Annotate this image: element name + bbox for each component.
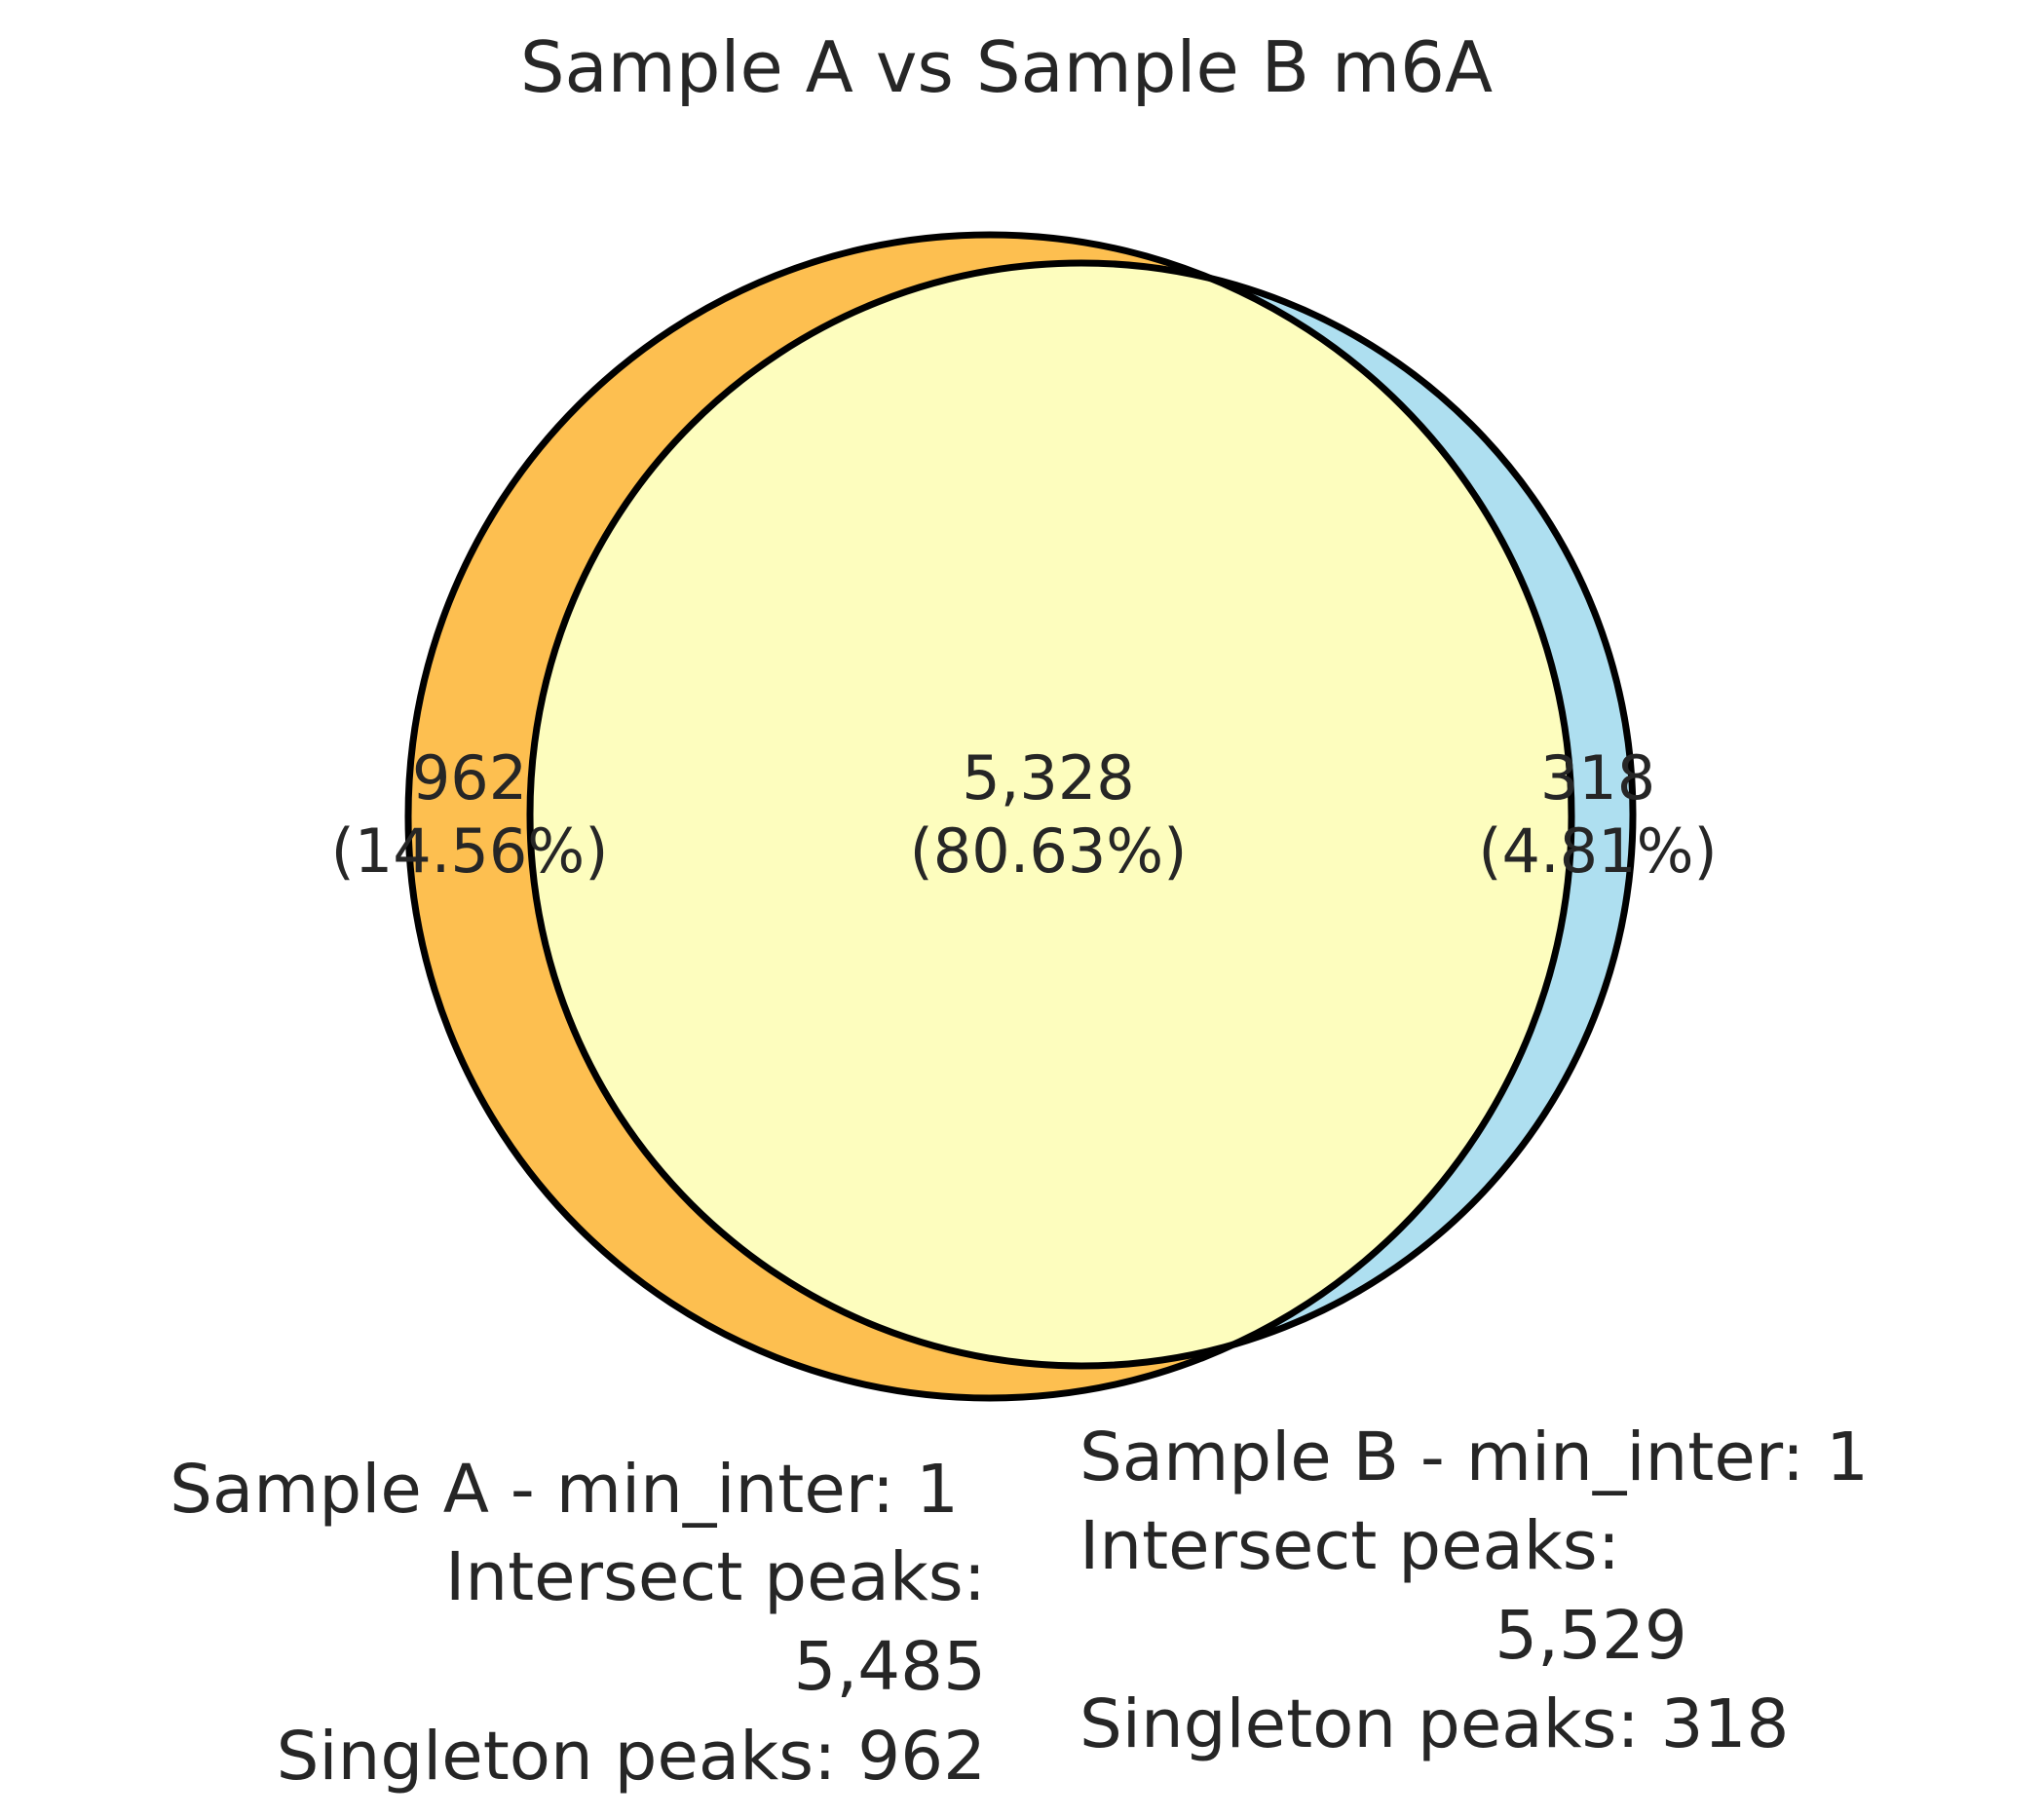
set-annotation: 5,485: [793, 1628, 986, 1706]
set-a-outline: [404, 231, 1575, 1402]
region-count: 318: [1540, 742, 1655, 814]
intersection-region: [530, 263, 1571, 1366]
region-percent: (4.81%): [1478, 815, 1717, 887]
region-percent: (14.56%): [331, 815, 609, 887]
set-annotation: Sample A - min_inter: 1: [170, 1451, 959, 1529]
region-count: 5,328: [962, 742, 1135, 814]
set-annotation: Intersect peaks:: [445, 1538, 986, 1616]
set-annotation: 5,529: [1495, 1597, 1687, 1675]
set-annotation: Intersect peaks:: [1079, 1507, 1620, 1585]
set-annotation: Sample B - min_inter: 1: [1079, 1419, 1869, 1496]
set-b-outline: [526, 259, 1637, 1370]
region-percent: (80.63%): [910, 815, 1188, 887]
region-count: 962: [412, 742, 527, 814]
chart-title: Sample A vs Sample B m6A: [520, 26, 1493, 108]
set-annotation: Singleton peaks: 962: [277, 1718, 986, 1796]
set-annotation: Singleton peaks: 318: [1079, 1685, 1789, 1763]
